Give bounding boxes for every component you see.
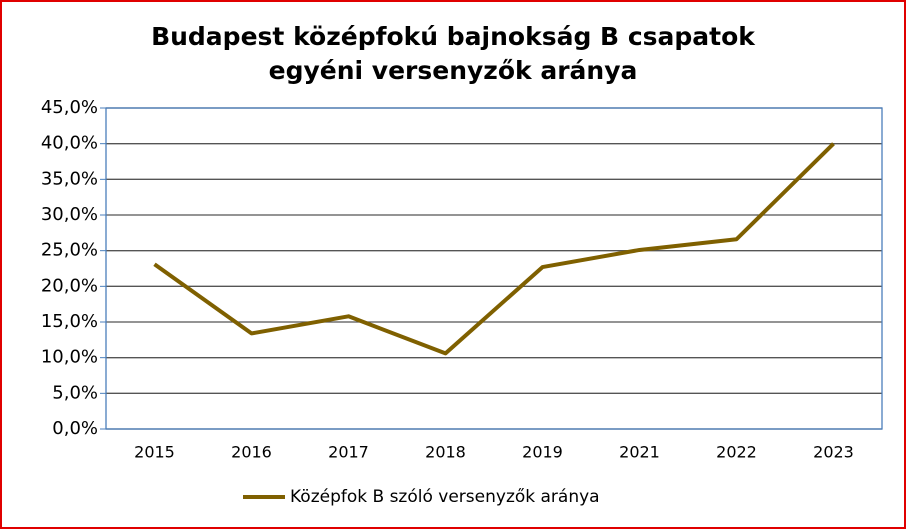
y-tick-label: 15,0%: [41, 311, 98, 332]
y-tick-label: 40,0%: [41, 133, 98, 154]
plot-area-border: [105, 107, 883, 430]
chart-title: egyéni versenyzők aránya: [269, 56, 638, 85]
y-tick-label: 5,0%: [52, 382, 98, 403]
x-tick-label: 2019: [522, 443, 563, 462]
x-tick-label: 2018: [425, 443, 466, 462]
y-tick-label: 25,0%: [41, 240, 98, 261]
x-tick-label: 2017: [328, 443, 369, 462]
y-tick-label: 45,0%: [41, 97, 98, 118]
legend-label: Középfok B szóló versenyzők aránya: [290, 487, 600, 507]
y-tick-label: 10,0%: [41, 347, 98, 368]
y-tick-label: 0,0%: [52, 418, 98, 439]
chart-title: Budapest középfokú bajnokság B csapatok: [151, 22, 756, 51]
line-series: [153, 142, 835, 356]
x-tick-label: 2015: [134, 443, 175, 462]
y-tick-label: 35,0%: [41, 168, 98, 189]
y-tick-label: 20,0%: [41, 275, 98, 296]
x-tick-label: 2022: [716, 443, 757, 462]
x-tick-label: 2021: [619, 443, 660, 462]
x-tick-label: 2016: [231, 443, 272, 462]
x-tick-label: 2023: [813, 443, 854, 462]
y-tick-label: 30,0%: [41, 204, 98, 225]
